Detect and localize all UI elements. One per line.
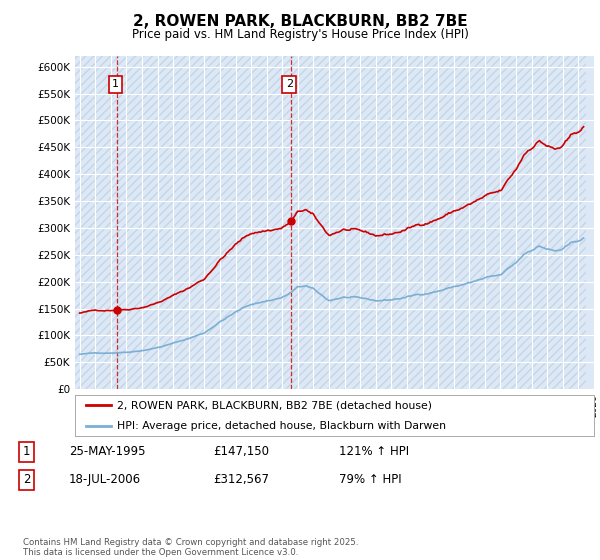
Text: 2, ROWEN PARK, BLACKBURN, BB2 7BE (detached house): 2, ROWEN PARK, BLACKBURN, BB2 7BE (detac… (116, 400, 431, 410)
Text: 2: 2 (286, 80, 293, 90)
Text: 2: 2 (23, 473, 30, 486)
Text: 25-MAY-1995: 25-MAY-1995 (69, 445, 146, 458)
Text: Price paid vs. HM Land Registry's House Price Index (HPI): Price paid vs. HM Land Registry's House … (131, 28, 469, 41)
Text: 1: 1 (23, 445, 30, 458)
Text: HPI: Average price, detached house, Blackburn with Darwen: HPI: Average price, detached house, Blac… (116, 421, 446, 431)
Text: 1: 1 (112, 80, 119, 90)
Text: £312,567: £312,567 (213, 473, 269, 486)
Text: 2, ROWEN PARK, BLACKBURN, BB2 7BE: 2, ROWEN PARK, BLACKBURN, BB2 7BE (133, 14, 467, 29)
Text: Contains HM Land Registry data © Crown copyright and database right 2025.
This d: Contains HM Land Registry data © Crown c… (23, 538, 358, 557)
Text: 121% ↑ HPI: 121% ↑ HPI (339, 445, 409, 458)
Text: £147,150: £147,150 (213, 445, 269, 458)
Text: 18-JUL-2006: 18-JUL-2006 (69, 473, 141, 486)
Text: 79% ↑ HPI: 79% ↑ HPI (339, 473, 401, 486)
